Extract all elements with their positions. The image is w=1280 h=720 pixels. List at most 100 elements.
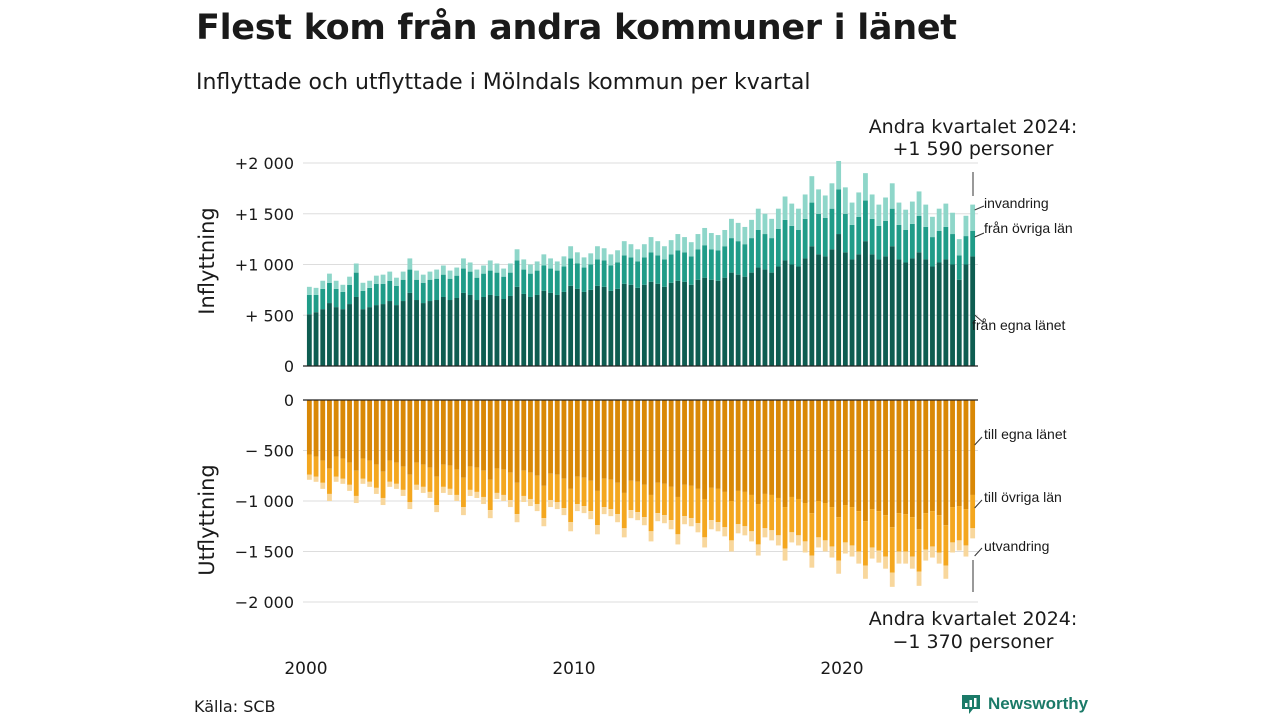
bar-out-0 bbox=[869, 400, 875, 510]
bar-in-2 bbox=[863, 173, 868, 201]
bar-in-1 bbox=[387, 280, 393, 302]
bar-out-0 bbox=[909, 400, 915, 518]
bar-out-0 bbox=[675, 400, 681, 497]
bar-in-2 bbox=[735, 222, 741, 242]
bar-in-0 bbox=[461, 292, 466, 366]
bar-out-2 bbox=[360, 478, 366, 484]
bar-in-2 bbox=[963, 215, 969, 237]
bar-out-0 bbox=[943, 400, 949, 526]
bar-out-2 bbox=[481, 496, 486, 505]
bar-out-0 bbox=[400, 400, 406, 467]
bar-out-0 bbox=[387, 400, 393, 461]
series-label-in: invandring bbox=[984, 195, 1049, 211]
bar-out-0 bbox=[883, 400, 888, 516]
series-label-out: utvandring bbox=[984, 538, 1049, 554]
bar-in-1 bbox=[628, 257, 634, 285]
bar-in-0 bbox=[621, 283, 627, 366]
bar-in-2 bbox=[474, 269, 480, 278]
bar-in-2 bbox=[615, 250, 620, 263]
bar-in-0 bbox=[541, 290, 547, 366]
bar-in-1 bbox=[856, 216, 862, 255]
bar-out-0 bbox=[440, 400, 446, 465]
bar-out-0 bbox=[816, 400, 821, 501]
bar-in-1 bbox=[648, 252, 654, 282]
bar-in-2 bbox=[635, 249, 641, 262]
bar-out-0 bbox=[729, 400, 734, 501]
bar-in-2 bbox=[541, 254, 547, 266]
bar-in-1 bbox=[903, 229, 909, 263]
bar-out-2 bbox=[963, 545, 969, 557]
bar-in-1 bbox=[930, 237, 935, 267]
bar-out-1 bbox=[400, 466, 406, 490]
y-tick-label: −1 500 bbox=[235, 543, 294, 562]
bar-out-0 bbox=[762, 400, 768, 494]
bar-out-0 bbox=[461, 400, 466, 478]
bar-out-1 bbox=[775, 497, 781, 536]
bar-out-1 bbox=[514, 482, 520, 515]
bar-out-2 bbox=[755, 544, 761, 556]
bar-out-2 bbox=[641, 517, 647, 526]
bar-in-1 bbox=[963, 236, 969, 265]
bar-in-1 bbox=[487, 270, 493, 295]
bar-in-1 bbox=[615, 262, 620, 289]
bar-in-1 bbox=[588, 264, 594, 290]
bar-out-0 bbox=[796, 400, 801, 499]
bar-in-2 bbox=[809, 176, 815, 203]
y-tick-label: + 500 bbox=[245, 306, 294, 325]
bar-out-1 bbox=[454, 469, 460, 495]
bar-in-0 bbox=[789, 264, 795, 366]
bar-out-0 bbox=[963, 400, 969, 510]
bar-in-2 bbox=[561, 256, 567, 267]
bar-out-2 bbox=[574, 504, 580, 512]
bar-out-1 bbox=[373, 464, 379, 488]
bar-in-2 bbox=[668, 240, 674, 255]
series-leader-line bbox=[974, 436, 983, 446]
bar-in-0 bbox=[494, 295, 500, 366]
bar-in-0 bbox=[936, 262, 942, 366]
bar-out-0 bbox=[434, 400, 440, 477]
bar-in-0 bbox=[695, 279, 701, 366]
bar-out-2 bbox=[420, 486, 426, 493]
bar-in-2 bbox=[521, 259, 527, 270]
bar-in-2 bbox=[440, 265, 446, 275]
bar-out-1 bbox=[675, 496, 681, 535]
bar-in-2 bbox=[822, 195, 828, 218]
bar-in-0 bbox=[487, 294, 493, 366]
bar-out-2 bbox=[487, 510, 493, 519]
bar-in-1 bbox=[916, 215, 922, 253]
bar-in-2 bbox=[950, 212, 955, 235]
bar-in-2 bbox=[655, 241, 661, 256]
bar-out-0 bbox=[608, 400, 614, 480]
bar-out-2 bbox=[829, 546, 835, 558]
series-label-in: från övriga län bbox=[984, 220, 1073, 236]
bar-in-0 bbox=[950, 264, 955, 366]
bar-out-2 bbox=[682, 516, 687, 525]
newsworthy-logo-icon bbox=[962, 695, 980, 714]
bar-in-2 bbox=[775, 208, 781, 229]
bar-out-0 bbox=[956, 400, 962, 507]
bar-out-1 bbox=[943, 525, 949, 566]
newsworthy-logo[interactable]: Newsworthy bbox=[960, 693, 1088, 715]
bar-out-0 bbox=[668, 400, 674, 487]
bar-in-0 bbox=[474, 300, 480, 366]
series-label-in: från egna länet bbox=[972, 317, 1066, 333]
y-tick-label: +2 000 bbox=[235, 154, 294, 173]
bar-in-0 bbox=[380, 304, 386, 366]
bar-in-1 bbox=[635, 261, 641, 288]
bar-in-1 bbox=[320, 288, 326, 310]
bar-in-0 bbox=[387, 301, 393, 366]
bar-out-0 bbox=[863, 400, 868, 522]
bar-in-2 bbox=[373, 275, 379, 284]
bar-in-0 bbox=[722, 277, 728, 366]
bar-in-0 bbox=[400, 301, 406, 366]
bar-in-0 bbox=[481, 296, 486, 366]
bar-in-2 bbox=[930, 216, 935, 238]
bar-in-0 bbox=[501, 299, 507, 366]
bar-out-2 bbox=[782, 548, 788, 561]
bar-in-1 bbox=[889, 208, 895, 247]
bar-in-0 bbox=[588, 289, 594, 367]
bar-in-0 bbox=[816, 254, 821, 366]
bar-in-0 bbox=[615, 288, 620, 366]
bar-out-0 bbox=[534, 400, 540, 476]
bar-out-1 bbox=[856, 511, 862, 552]
